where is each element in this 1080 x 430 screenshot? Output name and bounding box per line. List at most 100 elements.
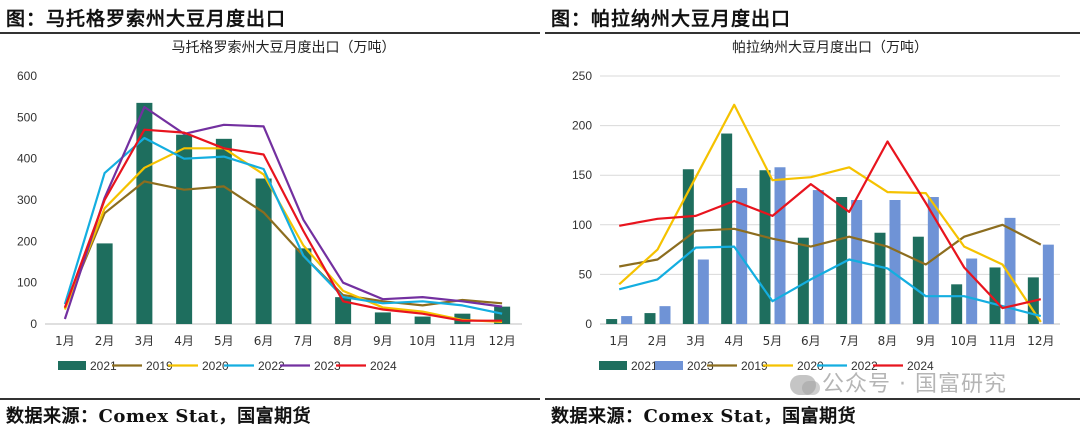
bar-2023-1月 [621,316,633,324]
chart-title: 马托格罗索州大豆月度出口（万吨） [172,39,396,56]
bar-2021-2月 [96,243,113,324]
legend-label-2023: 2023 [687,359,714,373]
legend-label-2019: 2019 [146,359,173,373]
bar-2021-9月 [374,312,391,324]
legend-label-2020: 2020 [797,359,824,373]
x-tick-label: 9月 [916,334,936,348]
x-tick-label: 11月 [449,334,476,348]
y-tick-label: 0 [30,317,37,331]
figure-title: 图：马托格罗索州大豆月度出口 [6,8,287,30]
top-rule [0,32,540,34]
bar-2023-2月 [659,306,671,324]
bar-2021-10月 [951,284,963,324]
legend-label-2022: 2022 [851,359,878,373]
x-tick-label: 5月 [763,334,783,348]
bar-2021-1月 [606,319,618,324]
x-tick-label: 6月 [801,334,821,348]
line-series-2024 [619,140,1042,310]
bar-2023-8月 [889,200,901,324]
x-tick-label: 2月 [648,334,668,348]
legend-swatch-2021 [58,361,86,370]
x-tick-label: 4月 [724,334,744,348]
legend-label-2021: 2021 [90,359,117,373]
bottom-rule [545,398,1080,400]
x-tick-label: 7月 [294,334,314,348]
y-tick-label: 50 [579,267,593,281]
line-series-2022 [63,136,503,315]
bar-2021-5月 [759,170,771,324]
bar-2021-5月 [215,138,232,324]
x-tick-label: 11月 [989,334,1016,348]
line-series-2020 [618,103,1042,323]
x-tick-label: 1月 [55,334,75,348]
y-tick-label: 200 [17,234,37,248]
x-tick-label: 12月 [488,334,515,348]
line-series-2019 [63,180,503,309]
wechat-icon [790,375,820,395]
x-tick-label: 8月 [878,334,898,348]
bottom-rule [0,398,540,400]
legend-label-2023: 2023 [314,359,341,373]
legend-label-2024: 2024 [370,359,397,373]
line-series-2019 [619,223,1042,268]
y-tick-label: 500 [17,110,37,124]
x-tick-label: 8月 [333,334,353,348]
bar-2023-6月 [812,190,824,324]
bar-2023-9月 [927,197,939,324]
legend-label-2019: 2019 [741,359,768,373]
bar-2021-3月 [682,169,694,324]
chart-title: 帕拉纳州大豆月度出口（万吨） [732,40,928,56]
legend-label-2020: 2020 [202,359,229,373]
legend-label-2024: 2024 [907,359,934,373]
figure-title: 图：帕拉纳州大豆月度出口 [551,8,792,30]
mato-grosso-chart: 马托格罗索州大豆月度出口（万吨） 0 100 200 300 400 500 600 1月 2月 3… [17,39,522,373]
y-tick-label: 0 [585,317,592,331]
x-tick-label: 6月 [254,334,274,348]
y-tick-label: 300 [17,193,37,207]
source-note: 数据来源：Comex Stat，国富期货 [6,406,312,427]
bar-2021-10月 [414,316,431,324]
bar-2023-3月 [697,259,709,324]
bar-2021-9月 [912,236,924,324]
bar-2021-11月 [989,267,1001,324]
x-tick-label: 5月 [214,334,234,348]
left-panel: 图：马托格罗索州大豆月度出口 马托格罗索州大豆月度出口（万吨） 0 100 200 30… [0,8,540,427]
right-panel: 图：帕拉纳州大豆月度出口 帕拉纳州大豆月度出口（万吨） 0 50 100 150 200 2… [545,0,1080,430]
bar-2023-11月 [1004,217,1016,324]
bar-2021-7月 [295,248,312,324]
y-tick-label: 100 [572,218,592,232]
source-note: 数据来源：Comex Stat，国富期货 [551,406,857,427]
y-tick-label: 400 [17,152,37,166]
line-series-2024 [63,128,503,322]
x-tick-label: 4月 [174,334,194,348]
bar-2023-10月 [966,258,978,324]
watermark: 公众号 · 国富研究 [790,366,1007,398]
legend-swatch-2023 [655,361,683,370]
x-tick-label: 2月 [95,334,115,348]
x-tick-label: 9月 [373,334,393,348]
x-tick-label: 10月 [951,334,978,348]
y-tick-label: 600 [17,69,37,83]
bar-2021-6月 [797,237,809,324]
bar-2021-3月 [136,102,153,324]
watermark-text: 公众号 · 国富研究 [822,372,1007,397]
bar-2023-12月 [1042,244,1054,324]
y-tick-label: 250 [572,69,592,83]
x-tick-label: 3月 [686,334,706,348]
y-tick-label: 150 [572,168,592,182]
y-tick-label: 100 [17,276,37,290]
bar-2021-6月 [255,178,272,324]
top-rule [545,32,1080,34]
x-tick-label: 3月 [135,334,155,348]
bar-2021-4月 [176,134,193,324]
legend-swatch-2021 [599,361,627,370]
bar-2021-8月 [874,232,886,324]
x-tick-label: 1月 [609,334,629,348]
bar-2021-7月 [836,197,848,324]
y-tick-label: 200 [572,119,592,133]
legend-label-2022: 2022 [258,359,285,373]
x-tick-label: 10月 [409,334,436,348]
x-tick-label: 12月 [1027,334,1054,348]
parana-chart: 帕拉纳州大豆月度出口（万吨） 0 50 100 150 200 250 1月 2月 3月 4月 5月 6… [572,40,1060,373]
line-series-2023 [63,105,503,320]
